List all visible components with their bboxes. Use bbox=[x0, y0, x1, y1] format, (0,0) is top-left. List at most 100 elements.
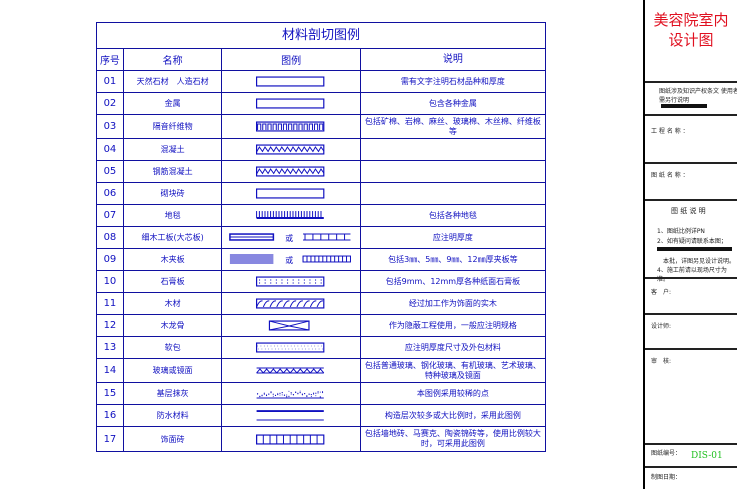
material-description: 本图例采用较稀的点 bbox=[361, 383, 545, 404]
drawing-no: DIS-01 bbox=[691, 451, 723, 461]
table-row: 14 玻璃或镜面 包括普通玻璃、钢化玻璃、有机玻璃、艺术玻璃、特种玻璃及镜面 bbox=[97, 359, 545, 383]
legend-symbol bbox=[222, 93, 360, 114]
material-name: 天然石材 人造石材 bbox=[124, 71, 223, 92]
legend-symbol bbox=[222, 359, 360, 382]
row-number: 15 bbox=[97, 383, 124, 404]
legend-symbol: 或 bbox=[222, 227, 360, 248]
svg-text:或: 或 bbox=[286, 233, 294, 243]
date-label: 制图日期： bbox=[651, 472, 681, 481]
table-row: 01 天然石材 人造石材 需有文字注明石材品种和厚度 bbox=[97, 71, 545, 93]
material-description: 包括各种地毯 bbox=[361, 205, 545, 226]
notice-text: 图纸涉及知识产权条文 使用者需另行说明 bbox=[659, 86, 737, 104]
row-number: 08 bbox=[97, 227, 124, 248]
row-number: 07 bbox=[97, 205, 124, 226]
material-description: 包括矿棉、岩棉、麻丝、玻璃棉、木丝棉、纤维板等 bbox=[361, 115, 545, 138]
note-4: 4、施工前请以现场尺寸为准。 bbox=[657, 265, 737, 283]
row-number: 14 bbox=[97, 359, 124, 382]
title-block: 美容院室内 设计图 图纸涉及知识产权条文 使用者需另行说明 工 程 名 称 ： 图… bbox=[643, 0, 737, 489]
row-number: 06 bbox=[97, 183, 124, 204]
material-description bbox=[361, 139, 545, 160]
legend-symbol bbox=[222, 205, 360, 226]
material-name: 细木工板(大芯板) bbox=[124, 227, 223, 248]
table-row: 17 饰面砖 包括墙地砖、马赛克、陶瓷锦砖等，使用比例较大时，可采用此图例 bbox=[97, 427, 545, 451]
header-row: 序号 名称 图例 说明 bbox=[97, 49, 545, 71]
table-row: 12 木龙骨 作为隐蔽工程使用，一般应注明规格 bbox=[97, 315, 545, 337]
row-number: 17 bbox=[97, 427, 124, 451]
note-1: 1、图纸比例详PN bbox=[657, 226, 705, 235]
material-description: 应注明厚度 bbox=[361, 227, 545, 248]
material-name: 石膏板 bbox=[124, 271, 223, 292]
material-description: 作为隐蔽工程使用，一般应注明规格 bbox=[361, 315, 545, 336]
material-description: 经过加工作为饰面的实木 bbox=[361, 293, 545, 314]
legend-symbol: 或 bbox=[222, 249, 360, 270]
table-title: 材料剖切图例 bbox=[97, 23, 545, 49]
material-description: 包括墙地砖、马赛克、陶瓷锦砖等，使用比例较大时，可采用此图例 bbox=[361, 427, 545, 451]
material-name: 木材 bbox=[124, 293, 223, 314]
legend-symbol bbox=[222, 115, 360, 138]
material-description: 应注明厚度尺寸及外包材料 bbox=[361, 337, 545, 358]
note-2: 2、如有疑问请联系本图； bbox=[657, 236, 727, 245]
table-row: 04 混凝土 bbox=[97, 139, 545, 161]
project-title: 美容院室内 设计图 bbox=[645, 10, 737, 50]
table-row: 09 木夹板 或 包括3㎜、5㎜、9㎜、12㎜厚夹板等 bbox=[97, 249, 545, 271]
drawing-name-label: 图 纸 名 称 ： bbox=[651, 170, 689, 179]
material-name: 砌块砖 bbox=[124, 183, 223, 204]
material-description: 包括普通玻璃、钢化玻璃、有机玻璃、艺术玻璃、特种玻璃及镜面 bbox=[361, 359, 545, 382]
material-name: 软包 bbox=[124, 337, 223, 358]
row-number: 13 bbox=[97, 337, 124, 358]
project-name-label: 工 程 名 称 ： bbox=[651, 126, 689, 135]
project-title-line2: 设计图 bbox=[645, 30, 737, 50]
project-title-line1: 美容院室内 bbox=[645, 10, 737, 30]
header-name: 名称 bbox=[124, 49, 223, 70]
legend-symbol bbox=[222, 293, 360, 314]
redacted-bar bbox=[657, 247, 732, 251]
row-number: 04 bbox=[97, 139, 124, 160]
material-name: 木夹板 bbox=[124, 249, 223, 270]
legend-symbol bbox=[222, 315, 360, 336]
material-name: 地毯 bbox=[124, 205, 223, 226]
material-description bbox=[361, 183, 545, 204]
client-label: 客 户: bbox=[651, 287, 671, 296]
material-name: 隔音纤维物 bbox=[124, 115, 223, 138]
material-name: 木龙骨 bbox=[124, 315, 223, 336]
material-description: 包括9mm、12mm厚各种纸面石膏板 bbox=[361, 271, 545, 292]
material-description: 包括3㎜、5㎜、9㎜、12㎜厚夹板等 bbox=[361, 249, 545, 270]
header-legend: 图例 bbox=[222, 49, 360, 70]
material-name: 基层抹灰 bbox=[124, 383, 223, 404]
material-description bbox=[361, 161, 545, 182]
reviewer-label: 审 核: bbox=[651, 356, 671, 365]
row-number: 12 bbox=[97, 315, 124, 336]
legend-symbol bbox=[222, 183, 360, 204]
redacted-bar bbox=[661, 104, 707, 108]
material-name: 玻璃或镜面 bbox=[124, 359, 223, 382]
header-no: 序号 bbox=[97, 49, 124, 70]
row-number: 16 bbox=[97, 405, 124, 426]
legend-symbol bbox=[222, 139, 360, 160]
legend-symbol bbox=[222, 427, 360, 451]
row-number: 09 bbox=[97, 249, 124, 270]
legend-symbol bbox=[222, 161, 360, 182]
table-row: 13 软包 应注明厚度尺寸及外包材料 bbox=[97, 337, 545, 359]
legend-symbol bbox=[222, 337, 360, 358]
legend-symbol bbox=[222, 271, 360, 292]
header-desc: 说明 bbox=[361, 49, 545, 70]
table-row: 06 砌块砖 bbox=[97, 183, 545, 205]
material-name: 钢筋混凝土 bbox=[124, 161, 223, 182]
material-name: 防水材料 bbox=[124, 405, 223, 426]
notes-title: 图 纸 说 明 bbox=[671, 206, 706, 216]
drawing-no-label: 图纸编号： bbox=[651, 448, 681, 457]
designer-label: 设计师: bbox=[651, 321, 671, 330]
legend-symbol bbox=[222, 71, 360, 92]
table-row: 03 隔音纤维物 包括矿棉、岩棉、麻丝、玻璃棉、木丝棉、纤维板等 bbox=[97, 115, 545, 139]
material-description: 包含各种金属 bbox=[361, 93, 545, 114]
row-number: 03 bbox=[97, 115, 124, 138]
row-number: 01 bbox=[97, 71, 124, 92]
row-number: 05 bbox=[97, 161, 124, 182]
table-row: 05 钢筋混凝土 bbox=[97, 161, 545, 183]
table-row: 10 石膏板 包括9mm、12mm厚各种纸面石膏板 bbox=[97, 271, 545, 293]
material-name: 混凝土 bbox=[124, 139, 223, 160]
material-description: 构造层次较多或大比例时，采用此图例 bbox=[361, 405, 545, 426]
material-name: 金属 bbox=[124, 93, 223, 114]
table-row: 08 细木工板(大芯板) 或 应注明厚度 bbox=[97, 227, 545, 249]
table-row: 07 地毯 包括各种地毯 bbox=[97, 205, 545, 227]
